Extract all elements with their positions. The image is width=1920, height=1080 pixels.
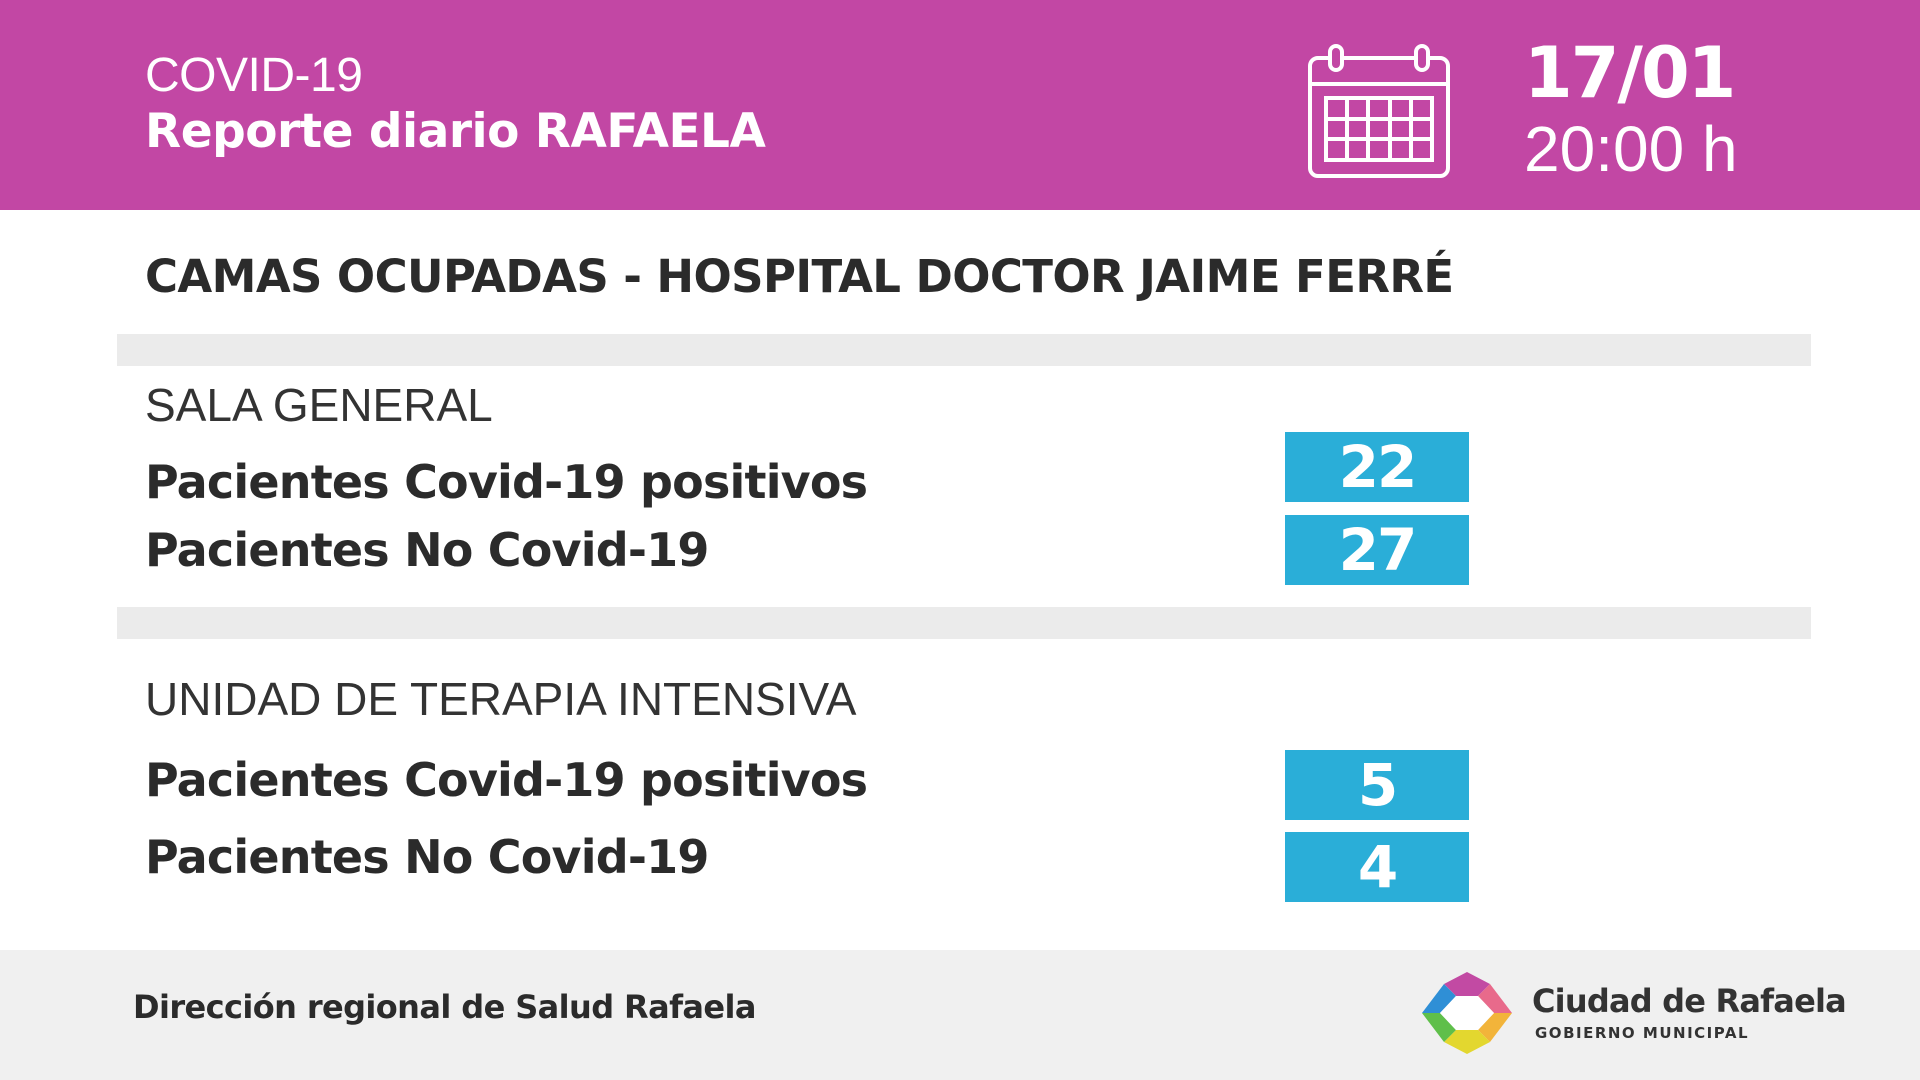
row-label-uti-covid: Pacientes Covid-19 positivos <box>145 753 868 807</box>
section-divider <box>117 334 1811 366</box>
section-divider <box>117 607 1811 639</box>
row-label-uti-no-covid: Pacientes No Covid-19 <box>145 830 709 884</box>
row-label-general-no-covid: Pacientes No Covid-19 <box>145 523 709 577</box>
org-subtitle: GOBIERNO MUNICIPAL <box>1535 1024 1750 1042</box>
row-label-general-covid: Pacientes Covid-19 positivos <box>145 455 868 509</box>
page-heading: CAMAS OCUPADAS - HOSPITAL DOCTOR JAIME F… <box>145 250 1454 303</box>
value-uti-no-covid: 4 <box>1285 832 1469 902</box>
value-uti-covid: 5 <box>1285 750 1469 820</box>
section-title-uti: UNIDAD DE TERAPIA INTENSIVA <box>145 673 857 725</box>
footer-source: Dirección regional de Salud Rafaela <box>133 988 756 1026</box>
value-general-covid: 22 <box>1285 432 1469 502</box>
footer: Dirección regional de Salud Rafaela Ciud… <box>0 950 1920 1080</box>
header-title: Reporte diario RAFAELA <box>145 104 766 159</box>
header-topic: COVID-19 <box>145 49 363 102</box>
report-time: 20:00 h <box>1524 113 1738 185</box>
org-name: Ciudad de Rafaela <box>1532 982 1847 1020</box>
value-general-no-covid: 27 <box>1285 515 1469 585</box>
header-banner: COVID-19 Reporte diario RAFAELA 17/01 20… <box>0 0 1920 210</box>
ciudad-de-rafaela-logo-icon <box>1422 972 1512 1054</box>
calendar-icon <box>1308 44 1450 178</box>
section-title-sala-general: SALA GENERAL <box>145 379 493 431</box>
report-date: 17/01 <box>1524 32 1736 114</box>
